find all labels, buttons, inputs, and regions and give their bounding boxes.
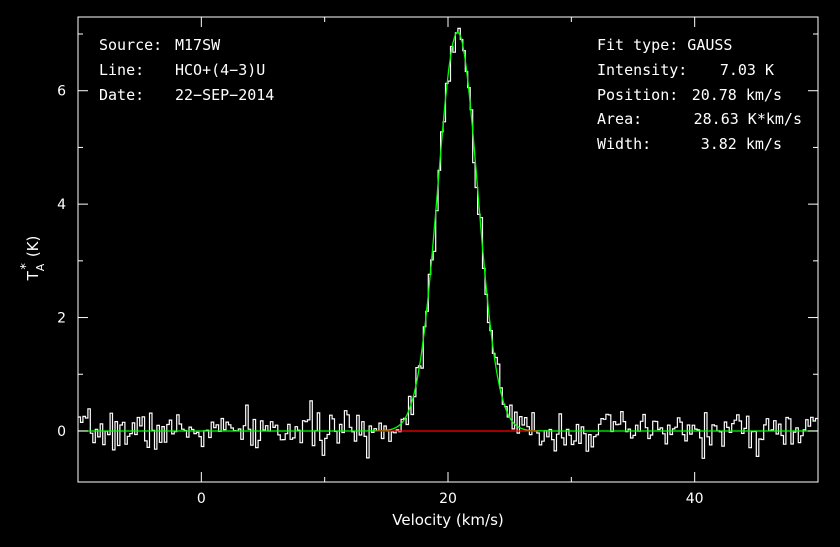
source-value: M17SW (175, 36, 221, 54)
axis-ticks: 0 20 40 0 2 4 6 (57, 17, 819, 507)
x-axis-label: Velocity (km/s) (392, 511, 503, 529)
spectrum-trace (78, 27, 818, 459)
fit-type: Fit type: GAUSS (597, 36, 732, 54)
line-value: HCO+(4−3)U (175, 61, 265, 79)
y-axis-label-sup: * (19, 263, 34, 270)
intensity-value: 7.03 K (720, 61, 774, 79)
y-axis-label-text: TA* (K) (19, 236, 47, 282)
width-value: 3.82 km/s (701, 135, 782, 153)
y-tick-label: 0 (57, 424, 66, 440)
source-label: Source: (99, 36, 162, 54)
date-value: 22−SEP−2014 (175, 86, 274, 104)
x-tick-label: 40 (686, 491, 704, 507)
width-label: Width: (597, 135, 651, 153)
y-axis-label-sub: A (34, 263, 47, 271)
y-axis-label-unit: (K) (24, 236, 42, 258)
date-label: Date: (99, 86, 144, 104)
intensity-label: Intensity: (597, 61, 687, 79)
x-tick-label: 0 (197, 491, 206, 507)
position-label: Position: (597, 86, 678, 104)
chart-marks (78, 27, 818, 459)
y-tick-label: 2 (57, 311, 66, 327)
y-tick-label: 4 (57, 197, 66, 213)
area-label: Area: (597, 110, 642, 128)
x-tick-label: 20 (439, 491, 457, 507)
area-value: 28.63 K*km/s (694, 110, 802, 128)
position-value: 20.78 km/s (692, 86, 782, 104)
line-label: Line: (99, 61, 144, 79)
y-axis-label-main: T (24, 270, 42, 281)
y-tick-label: 6 (57, 84, 66, 100)
y-axis-label: TA* (K) (19, 236, 47, 282)
gaussian-fit-line (78, 31, 818, 432)
